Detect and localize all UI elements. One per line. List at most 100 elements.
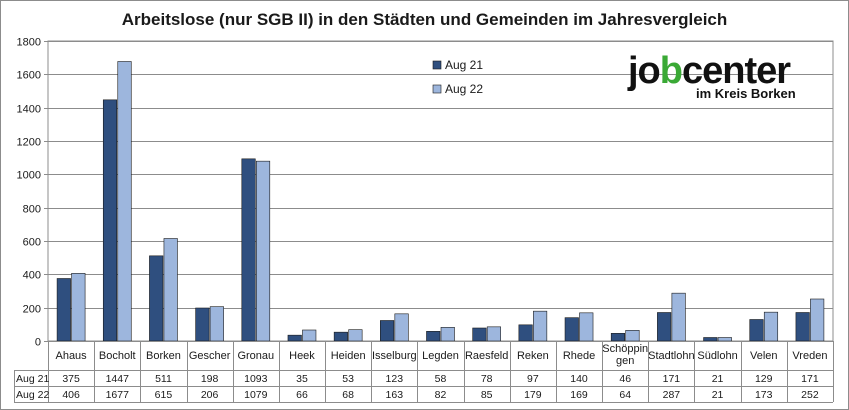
bar-aug-21 bbox=[56, 278, 71, 342]
table-value: 85 bbox=[481, 389, 493, 401]
bar-aug-21 bbox=[195, 307, 210, 342]
bar-aug-21 bbox=[518, 324, 533, 342]
bar-aug-21 bbox=[472, 327, 487, 342]
legend-key bbox=[432, 84, 442, 94]
table-value: 375 bbox=[62, 373, 80, 385]
x-category-label: Velen bbox=[750, 350, 778, 362]
x-category-label: Bocholt bbox=[99, 350, 136, 362]
table-value: 171 bbox=[663, 373, 681, 385]
table-value: 171 bbox=[801, 373, 819, 385]
table-value: 169 bbox=[570, 389, 588, 401]
table-value: 58 bbox=[435, 373, 447, 385]
bar-aug-21 bbox=[610, 333, 626, 342]
table-value: 406 bbox=[62, 389, 80, 401]
table-value: 64 bbox=[619, 389, 631, 401]
table-value: 615 bbox=[155, 389, 173, 401]
bar-aug-21 bbox=[241, 158, 256, 342]
x-category-label: Raesfeld bbox=[465, 350, 508, 362]
table-value: 1093 bbox=[244, 373, 268, 385]
y-tick-label: 1600 bbox=[17, 70, 41, 82]
bar-aug-21 bbox=[426, 331, 441, 342]
bar-aug-22 bbox=[763, 311, 779, 342]
bar-aug-22 bbox=[209, 306, 224, 342]
table-value: 68 bbox=[342, 389, 354, 401]
x-category-label: Ahaus bbox=[55, 350, 87, 362]
table-value: 123 bbox=[386, 373, 404, 385]
table-series-name: Aug 22 bbox=[16, 389, 49, 401]
legend-label: Aug 22 bbox=[445, 82, 483, 96]
bar-aug-22 bbox=[255, 160, 271, 342]
table-series-name: Aug 21 bbox=[16, 373, 49, 385]
table-value: 252 bbox=[801, 389, 819, 401]
legend-label: Aug 21 bbox=[445, 58, 483, 72]
table-value: 179 bbox=[524, 389, 542, 401]
bar-aug-22 bbox=[625, 330, 640, 342]
chart-title: Arbeitslose (nur SGB II) in den Städten … bbox=[121, 10, 728, 29]
bar-aug-22 bbox=[486, 326, 501, 342]
table-value: 53 bbox=[342, 373, 354, 385]
bar-aug-22 bbox=[810, 298, 825, 342]
x-category-label: Reken bbox=[517, 350, 549, 362]
table-value: 78 bbox=[481, 373, 493, 385]
bar-aug-21 bbox=[149, 255, 164, 342]
bar-aug-22 bbox=[440, 327, 455, 342]
logo-text-post: center bbox=[682, 50, 791, 92]
bar-aug-21 bbox=[657, 312, 672, 342]
bar-aug-22 bbox=[163, 238, 178, 342]
y-tick-label: 1000 bbox=[17, 170, 41, 182]
x-category-label: Südlohn bbox=[697, 350, 737, 362]
bar-aug-21 bbox=[380, 320, 395, 342]
table-value: 1447 bbox=[106, 373, 130, 385]
x-category-label: Stadtlohn bbox=[648, 350, 694, 362]
table-value: 287 bbox=[663, 389, 681, 401]
bar-aug-22 bbox=[394, 313, 409, 342]
x-category-label: Isselburg bbox=[372, 350, 417, 362]
y-tick-label: 800 bbox=[23, 204, 41, 216]
x-category-label: Gronau bbox=[237, 350, 274, 362]
bar-aug-21 bbox=[333, 331, 348, 342]
table-value: 82 bbox=[435, 389, 447, 401]
table-value: 129 bbox=[755, 373, 773, 385]
logo-text-mark: b bbox=[659, 50, 683, 92]
bar-aug-22 bbox=[671, 292, 686, 342]
bar-aug-22 bbox=[302, 329, 317, 342]
y-tick-label: 0 bbox=[35, 337, 41, 349]
table-value: 163 bbox=[386, 389, 404, 401]
x-category-label: Vreden bbox=[792, 350, 827, 362]
bar-aug-22 bbox=[348, 329, 363, 342]
bar-aug-22 bbox=[117, 61, 132, 342]
bar-aug-21 bbox=[102, 99, 118, 342]
table-value: 21 bbox=[712, 373, 724, 385]
table-value: 140 bbox=[570, 373, 588, 385]
bar-aug-21 bbox=[795, 312, 810, 342]
table-value: 35 bbox=[296, 373, 308, 385]
table-value: 1079 bbox=[244, 389, 268, 401]
bar-aug-21 bbox=[564, 317, 579, 342]
bar-aug-22 bbox=[71, 273, 86, 342]
bar-aug-21 bbox=[287, 334, 302, 342]
x-category-label: Rhede bbox=[563, 350, 595, 362]
logo-subtitle: im Kreis Borken bbox=[696, 86, 796, 101]
y-tick-label: 1800 bbox=[17, 37, 41, 49]
x-category-label: Legden bbox=[422, 350, 459, 362]
y-tick-label: 400 bbox=[23, 270, 41, 282]
bar-aug-21 bbox=[749, 319, 764, 342]
table-value: 66 bbox=[296, 389, 308, 401]
bar-aug-21 bbox=[703, 337, 718, 342]
bar-aug-22 bbox=[533, 310, 548, 342]
table-value: 46 bbox=[619, 373, 631, 385]
y-tick-label: 1400 bbox=[17, 104, 41, 116]
logo-wordmark: jobcenter bbox=[628, 50, 791, 93]
jobcenter-logo: jobcenter im Kreis Borken bbox=[628, 50, 828, 104]
table-value: 21 bbox=[712, 389, 724, 401]
x-category-label: Gescher bbox=[189, 350, 231, 362]
table-value: 206 bbox=[201, 389, 219, 401]
x-category-label: Heek bbox=[289, 350, 315, 362]
y-tick-label: 600 bbox=[23, 237, 41, 249]
bar-aug-22 bbox=[717, 337, 732, 342]
y-tick-label: 200 bbox=[23, 304, 41, 316]
y-tick-label: 1200 bbox=[17, 137, 41, 149]
table-value: 511 bbox=[155, 373, 172, 385]
logo-text-pre: jo bbox=[628, 50, 661, 92]
